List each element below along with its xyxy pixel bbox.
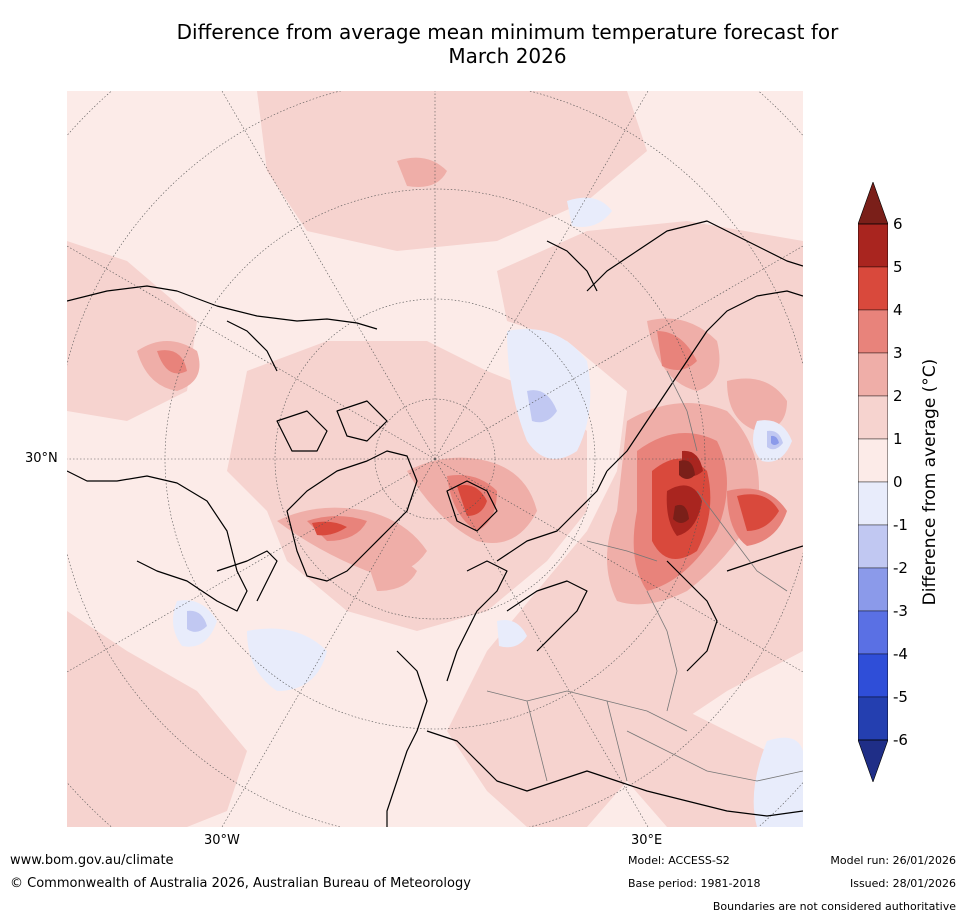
colorbar-tick-label: 6 [893,215,903,233]
colorbar-segment [858,481,888,526]
colorbar-segment [858,395,888,440]
colorbar-tick-label: 2 [893,387,903,405]
colorbar-tick-label: -5 [893,688,908,706]
colorbar-tick-label: -1 [893,516,908,534]
colorbar-segment [858,567,888,612]
map-title: Difference from average mean minimum tem… [100,20,915,68]
anomaly-band-minus2-minus3 [771,435,779,445]
lat-label-30n: 30°N [25,451,58,466]
colorbar-segment [858,223,888,268]
colorbar-tick-label: -3 [893,602,908,620]
colorbar-tick-label: 0 [893,473,903,491]
coastlines [67,220,803,827]
colorbar-tick-label: 3 [893,344,903,362]
colorbar-segment [858,610,888,655]
colorbar-segments [858,223,888,741]
colorbar-tick-label: 4 [893,301,903,319]
colorbar-segment [858,524,888,569]
title-line-2: March 2026 [448,44,567,68]
graticule [67,91,803,827]
colorbar-segment [858,438,888,483]
anomaly-map[interactable] [67,91,803,827]
colorbar [858,182,888,782]
colorbar-extend-top [858,182,888,225]
boundaries-disclaimer: Boundaries are not considered authoritat… [712,900,956,913]
copyright-notice: © Commonwealth of Australia 2026, Austra… [10,876,471,891]
model-run-date: Model run: 26/01/2026 [830,854,956,867]
colorbar-tick-label: 1 [893,430,903,448]
colorbar-segment [858,696,888,741]
lon-label-30e: 30°E [631,833,663,848]
colorbar-segment [858,266,888,311]
issued-date: Issued: 28/01/2026 [849,877,956,890]
colorbar-segment [858,309,888,354]
colorbar-tick-label: -6 [893,731,908,749]
website-link[interactable]: www.bom.gov.au/climate [10,853,174,868]
colorbar-tick-label: -4 [893,645,908,663]
colorbar-segment [858,352,888,397]
colorbar-segment [858,653,888,698]
lon-label-30w: 30°W [204,833,240,848]
colorbar-frame [858,223,888,741]
anomaly-band-over-6 [673,460,695,523]
title-line-1: Difference from average mean minimum tem… [176,20,839,44]
country-borders [486,370,803,782]
colorbar-extend-bottom [858,739,888,782]
base-period: Base period: 1981-2018 [628,877,761,890]
colorbar-tick-label: 5 [893,258,903,276]
colorbar-tick-label: -2 [893,559,908,577]
colorbar-label: Difference from average (°C) [920,358,940,606]
model-name: Model: ACCESS-S2 [628,854,730,867]
